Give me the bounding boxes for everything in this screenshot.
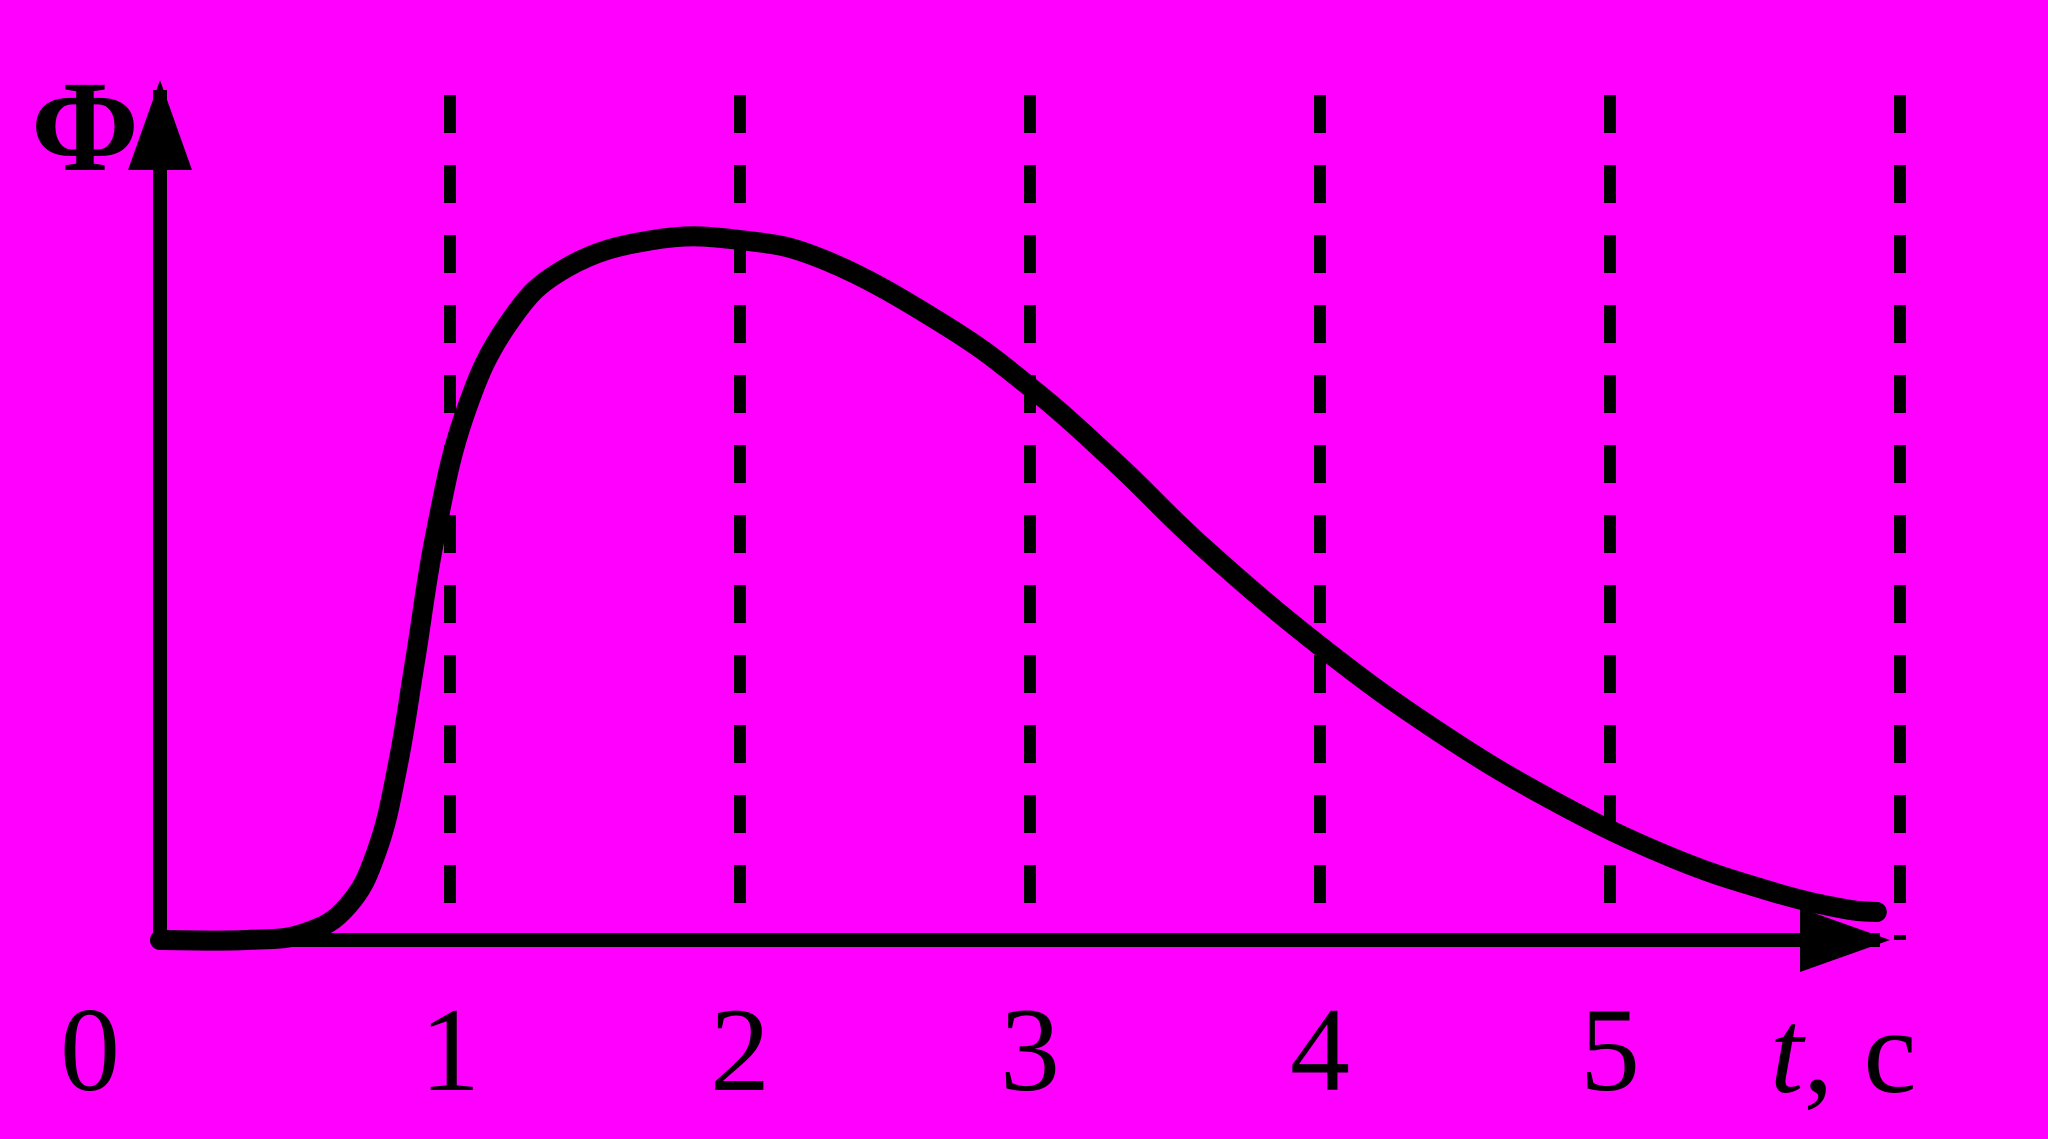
flux-vs-time-chart: 0 1 2 3 4 5 Φt, с <box>0 0 2048 1139</box>
x-tick-label: 2 <box>710 983 770 1116</box>
x-tick-label: 4 <box>1290 983 1350 1116</box>
x-tick-label: 1 <box>420 983 480 1116</box>
y-axis-label: Φ <box>31 55 139 199</box>
x-axis-label: t, с <box>1770 985 1917 1118</box>
x-tick-label: 0 <box>60 983 120 1116</box>
x-tick-label: 3 <box>1000 983 1060 1116</box>
chart-svg: 0 1 2 3 4 5 Φt, с <box>0 0 2048 1139</box>
x-tick-label: 5 <box>1580 983 1640 1116</box>
